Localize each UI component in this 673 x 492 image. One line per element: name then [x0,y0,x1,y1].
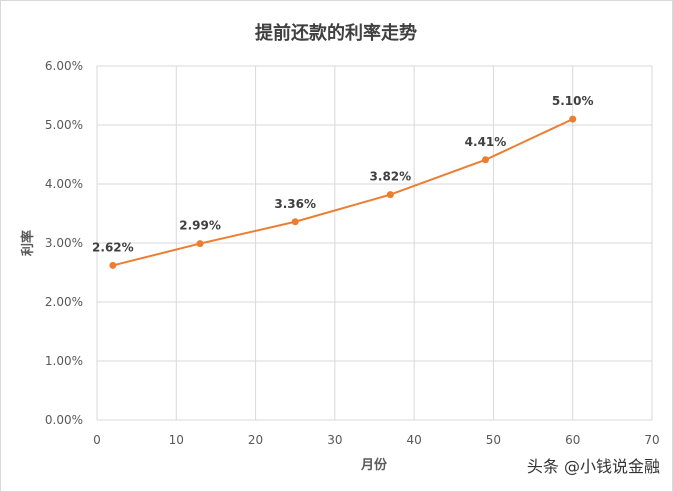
watermark-text: 头条 @小钱说金融 [526,457,660,476]
y-tick-label: 0.00% [45,413,83,427]
series-group: 2.62% 2.99% 3.36% 3.82% 4.41% 5.10% [92,94,594,269]
y-tick-label: 3.00% [45,236,83,250]
data-label: 5.10% [552,94,594,108]
x-tick-label: 60 [565,433,580,447]
data-point [386,191,394,199]
x-axis-label: 月份 [360,457,388,473]
data-point [109,261,117,269]
data-point [482,156,489,164]
x-tick-label: 30 [327,433,342,447]
watermark: 头条 @小钱说金融 [527,453,660,477]
data-label: 3.82% [370,170,412,184]
y-axis-label: 利率 [20,230,36,256]
y-tick-label: 4.00% [45,177,83,191]
grid-lines [96,65,653,421]
data-label: 4.41% [465,135,507,149]
x-tick-label: 10 [169,433,184,447]
x-axis-ticks: 0 10 20 30 40 50 60 70 [93,433,659,447]
y-tick-label: 6.00% [45,59,83,73]
data-label: 3.36% [274,197,316,211]
chart-title: 提前还款的利率走势 [255,22,417,44]
y-tick-label: 5.00% [45,118,83,132]
x-tick-label: 40 [407,433,422,447]
x-tick-label: 0 [93,433,101,447]
data-point [569,115,577,123]
data-label: 2.62% [92,240,134,254]
series-line [112,118,574,267]
x-tick-label: 70 [644,433,659,447]
y-tick-label: 1.00% [45,354,83,368]
x-tick-label: 50 [486,433,501,447]
data-point [291,218,299,226]
data-label: 2.99% [179,219,221,233]
y-tick-label: 2.00% [45,295,83,309]
y-axis-ticks: 0.00% 1.00% 2.00% 3.00% 4.00% 5.00% 6.00% [45,59,83,427]
x-tick-label: 20 [248,433,263,447]
data-point [196,240,204,248]
